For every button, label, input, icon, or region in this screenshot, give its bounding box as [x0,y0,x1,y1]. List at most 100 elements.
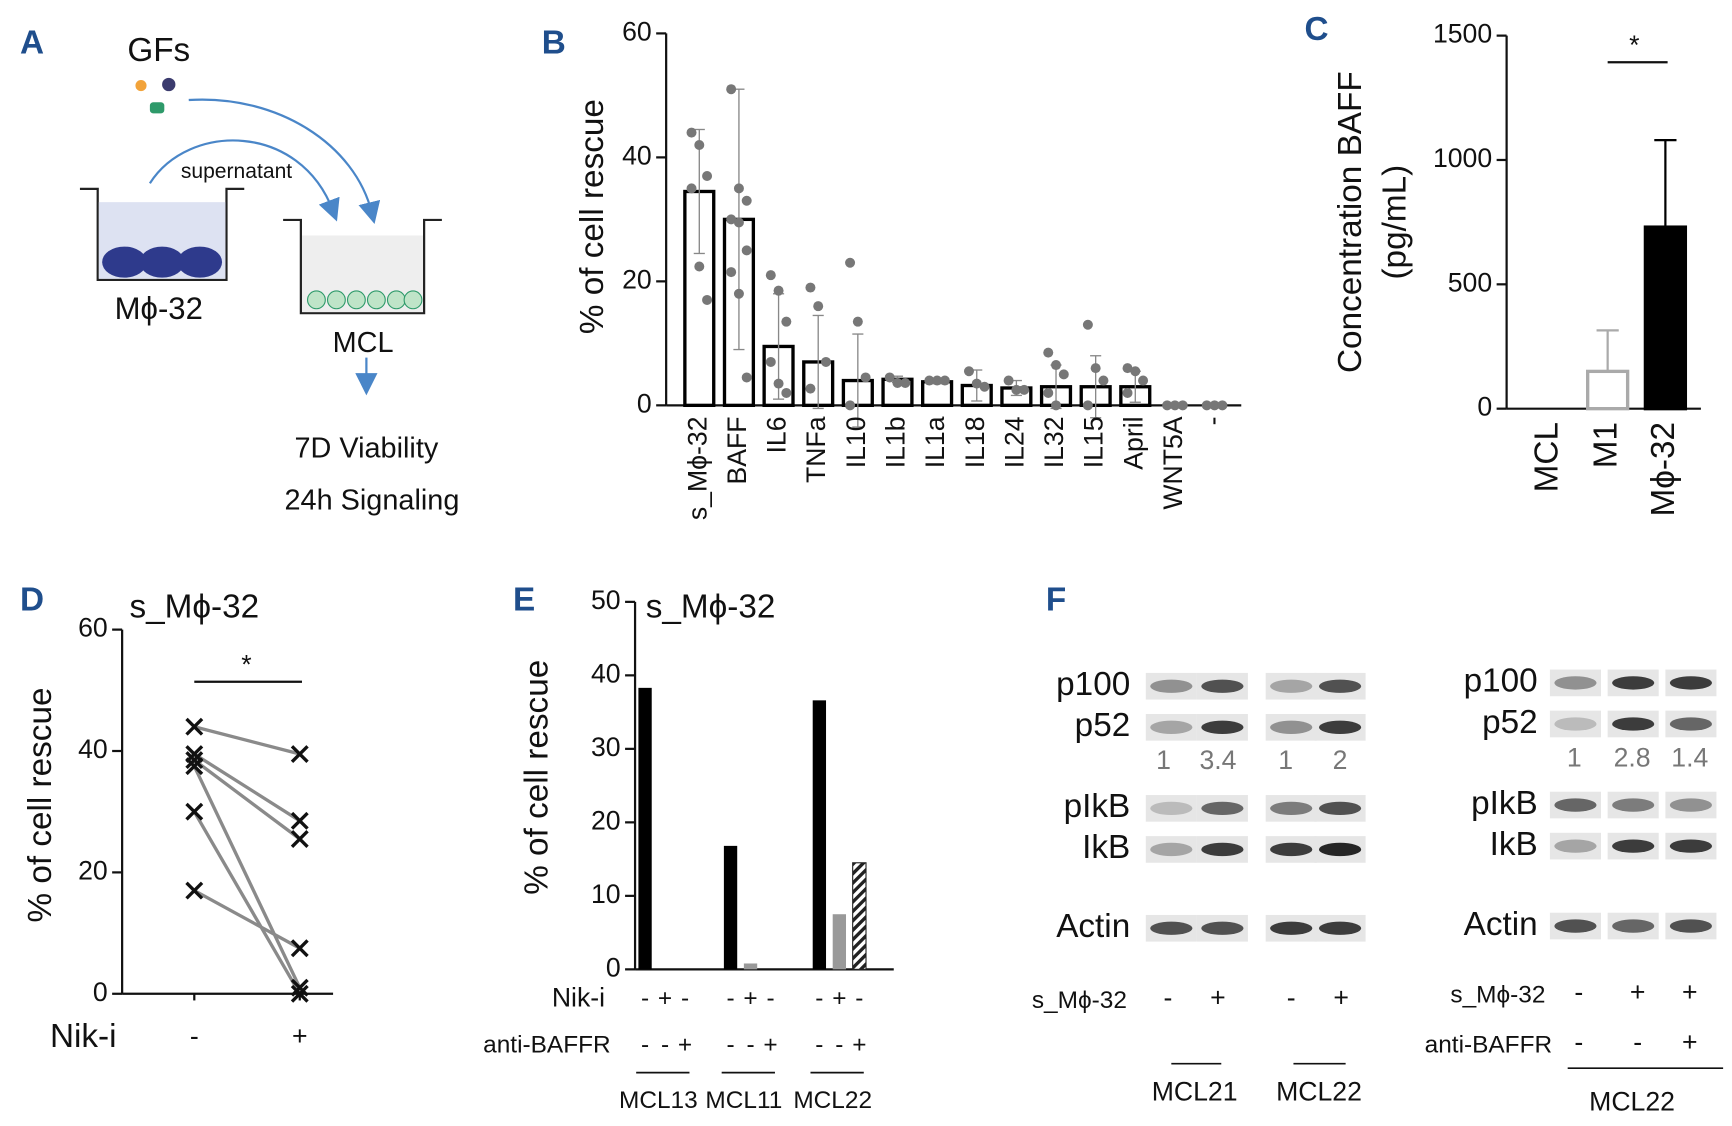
treatment-sign: + [1630,977,1646,1007]
y-tick-label: 60 [622,16,652,46]
condition-sign: + [678,1031,692,1058]
protein-label: p100 [1464,663,1538,700]
marker [290,830,309,848]
marker [185,751,204,770]
bar [852,862,867,970]
data-point [939,375,950,386]
data-point [765,356,776,367]
y-tick-label: 10 [591,879,621,909]
blot-band [1270,801,1313,816]
condition-sign: - [746,1031,754,1058]
blot-band [1201,679,1244,693]
condition-sign: + [832,985,846,1012]
blot-bg [1265,713,1317,741]
condition-sign: - [855,985,863,1012]
condition-label: anti-BAFFR [483,1031,610,1058]
data-point [892,378,903,389]
blot-band [1554,798,1597,812]
quantification: 1 [1567,743,1582,773]
readout-label: 24h Signaling [284,485,459,517]
treatment-sign: - [1574,977,1583,1007]
group-label: MCL13 [619,1087,698,1114]
blot-band [1201,921,1244,935]
data-point [852,316,863,327]
x-tick-label: IL10 [841,416,871,468]
y-tick-label: 50 [591,585,621,615]
macrophage [177,246,223,278]
data-point [1162,400,1173,411]
data-point [1122,363,1133,374]
quantification: 2 [1333,745,1348,775]
data-point [1177,400,1188,411]
quantification: 3.4 [1199,745,1236,775]
blot-band [1270,720,1313,734]
blot-band [1270,921,1313,935]
blot-bg [1549,832,1601,860]
treatment-sign: + [1210,982,1226,1012]
protein-label: IkB [1490,826,1538,863]
blot-band [1669,798,1713,812]
data-point [900,378,911,389]
arrow [188,98,381,225]
data-point [820,356,831,367]
data-point [860,372,871,383]
quantification: 2.8 [1614,743,1651,773]
condition-sign: - [726,985,734,1012]
marker [290,939,309,958]
x-tick-label: IL18 [960,416,990,468]
data-point [726,214,737,225]
x-axis-label: Nik-i [50,1018,117,1055]
data-point [773,285,784,296]
condition-sign: + [763,1031,777,1058]
data-point [694,261,705,272]
marker [185,881,204,900]
condition-sign: - [641,1031,649,1058]
y-axis-label: Concentration BAFF [1332,71,1369,373]
y-tick-label: 40 [622,140,652,170]
blot-bg [1549,669,1601,697]
blot-band [1150,679,1193,693]
data-point [1098,375,1109,386]
data-point [805,282,816,293]
y-tick-label: 1000 [1433,143,1492,173]
data-point [1090,363,1101,374]
data-point [726,267,737,278]
bar [812,700,827,970]
data-point [884,372,895,383]
blot-band [1612,717,1655,731]
gf-icon [162,77,176,92]
x-tick-label: + [292,1021,308,1051]
chart-title: s_Mϕ-32 [129,588,259,625]
y-tick-label: 20 [622,264,652,294]
x-tick-label: - [1198,416,1228,425]
mcl-cells [306,290,423,310]
marker [290,984,309,1003]
bar [1586,369,1630,411]
y-axis-label: % of cell rescue [574,99,611,334]
gf-icon [149,102,165,114]
data-point [733,217,744,228]
panel-label: E [513,582,535,619]
protein-label: IkB [1082,829,1130,866]
blot-band [1318,679,1362,693]
x-tick-label: IL6 [762,416,792,453]
treatment-label: s_Mϕ-32 [1032,987,1127,1014]
marker [290,745,309,763]
panel-label: F [1046,582,1066,619]
x-tick-label: IL1a [920,416,950,468]
well [79,187,245,281]
protein-label: pIkB [1471,785,1538,822]
data-point [781,387,792,398]
blot-band [1669,839,1713,853]
data-point [726,84,737,95]
arrow-label: supernatant [181,160,292,183]
blot-band [1318,921,1362,935]
treatment-sign: - [1164,982,1173,1012]
data-point [1043,387,1054,398]
panel-label: B [542,24,566,61]
data-point [1201,400,1212,411]
blot-band [1669,676,1713,690]
x-tick-label: MCL [1529,422,1566,492]
x-tick-label: Mϕ-32 [1645,422,1682,517]
